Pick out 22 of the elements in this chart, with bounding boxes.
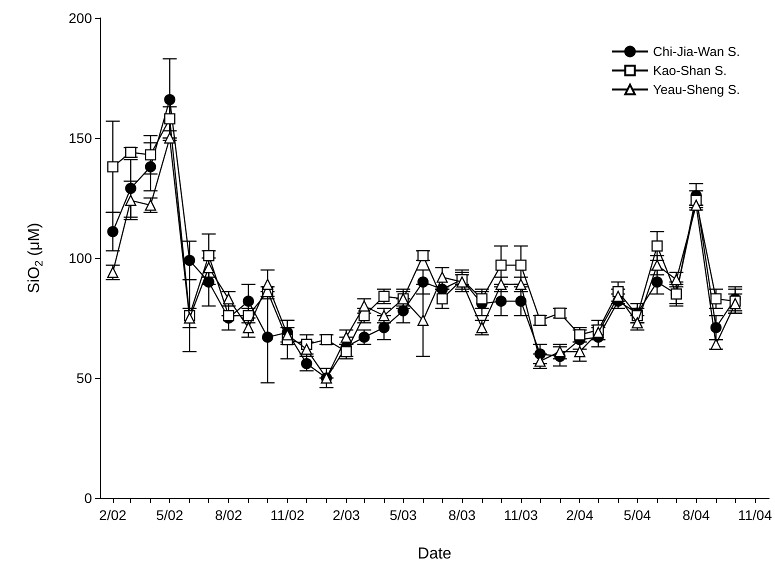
x-tick-label: 5/03: [390, 507, 418, 523]
x-tick-label: 2/04: [566, 507, 594, 523]
y-tick-label: 0: [84, 490, 92, 506]
legend-label: Chi-Jia-Wan S.: [653, 44, 740, 59]
x-tick-label: 11/04: [738, 507, 772, 523]
y-tick-label: 50: [76, 370, 92, 386]
y-tick-label: 200: [68, 10, 92, 26]
y-tick-label: 100: [68, 250, 92, 266]
x-axis-title: Date: [418, 546, 452, 562]
legend-label: Kao-Shan S.: [653, 63, 727, 78]
x-tick-label: 5/02: [156, 507, 184, 523]
x-tick-label: 8/04: [682, 507, 710, 523]
x-tick-label: 2/02: [99, 507, 127, 523]
legend-label: Yeau-Sheng S.: [653, 82, 740, 97]
y-axis-title: SiO2 (μM): [26, 222, 46, 294]
x-tick-label: 8/02: [214, 507, 242, 523]
x-tick-label: 2/03: [332, 507, 360, 523]
y-tick-label: 150: [68, 130, 92, 146]
x-tick-label: 8/03: [448, 507, 476, 523]
x-tick-label: 11/03: [504, 507, 538, 523]
x-tick-label: 11/02: [270, 507, 305, 523]
x-tick-label: 5/04: [624, 507, 652, 523]
